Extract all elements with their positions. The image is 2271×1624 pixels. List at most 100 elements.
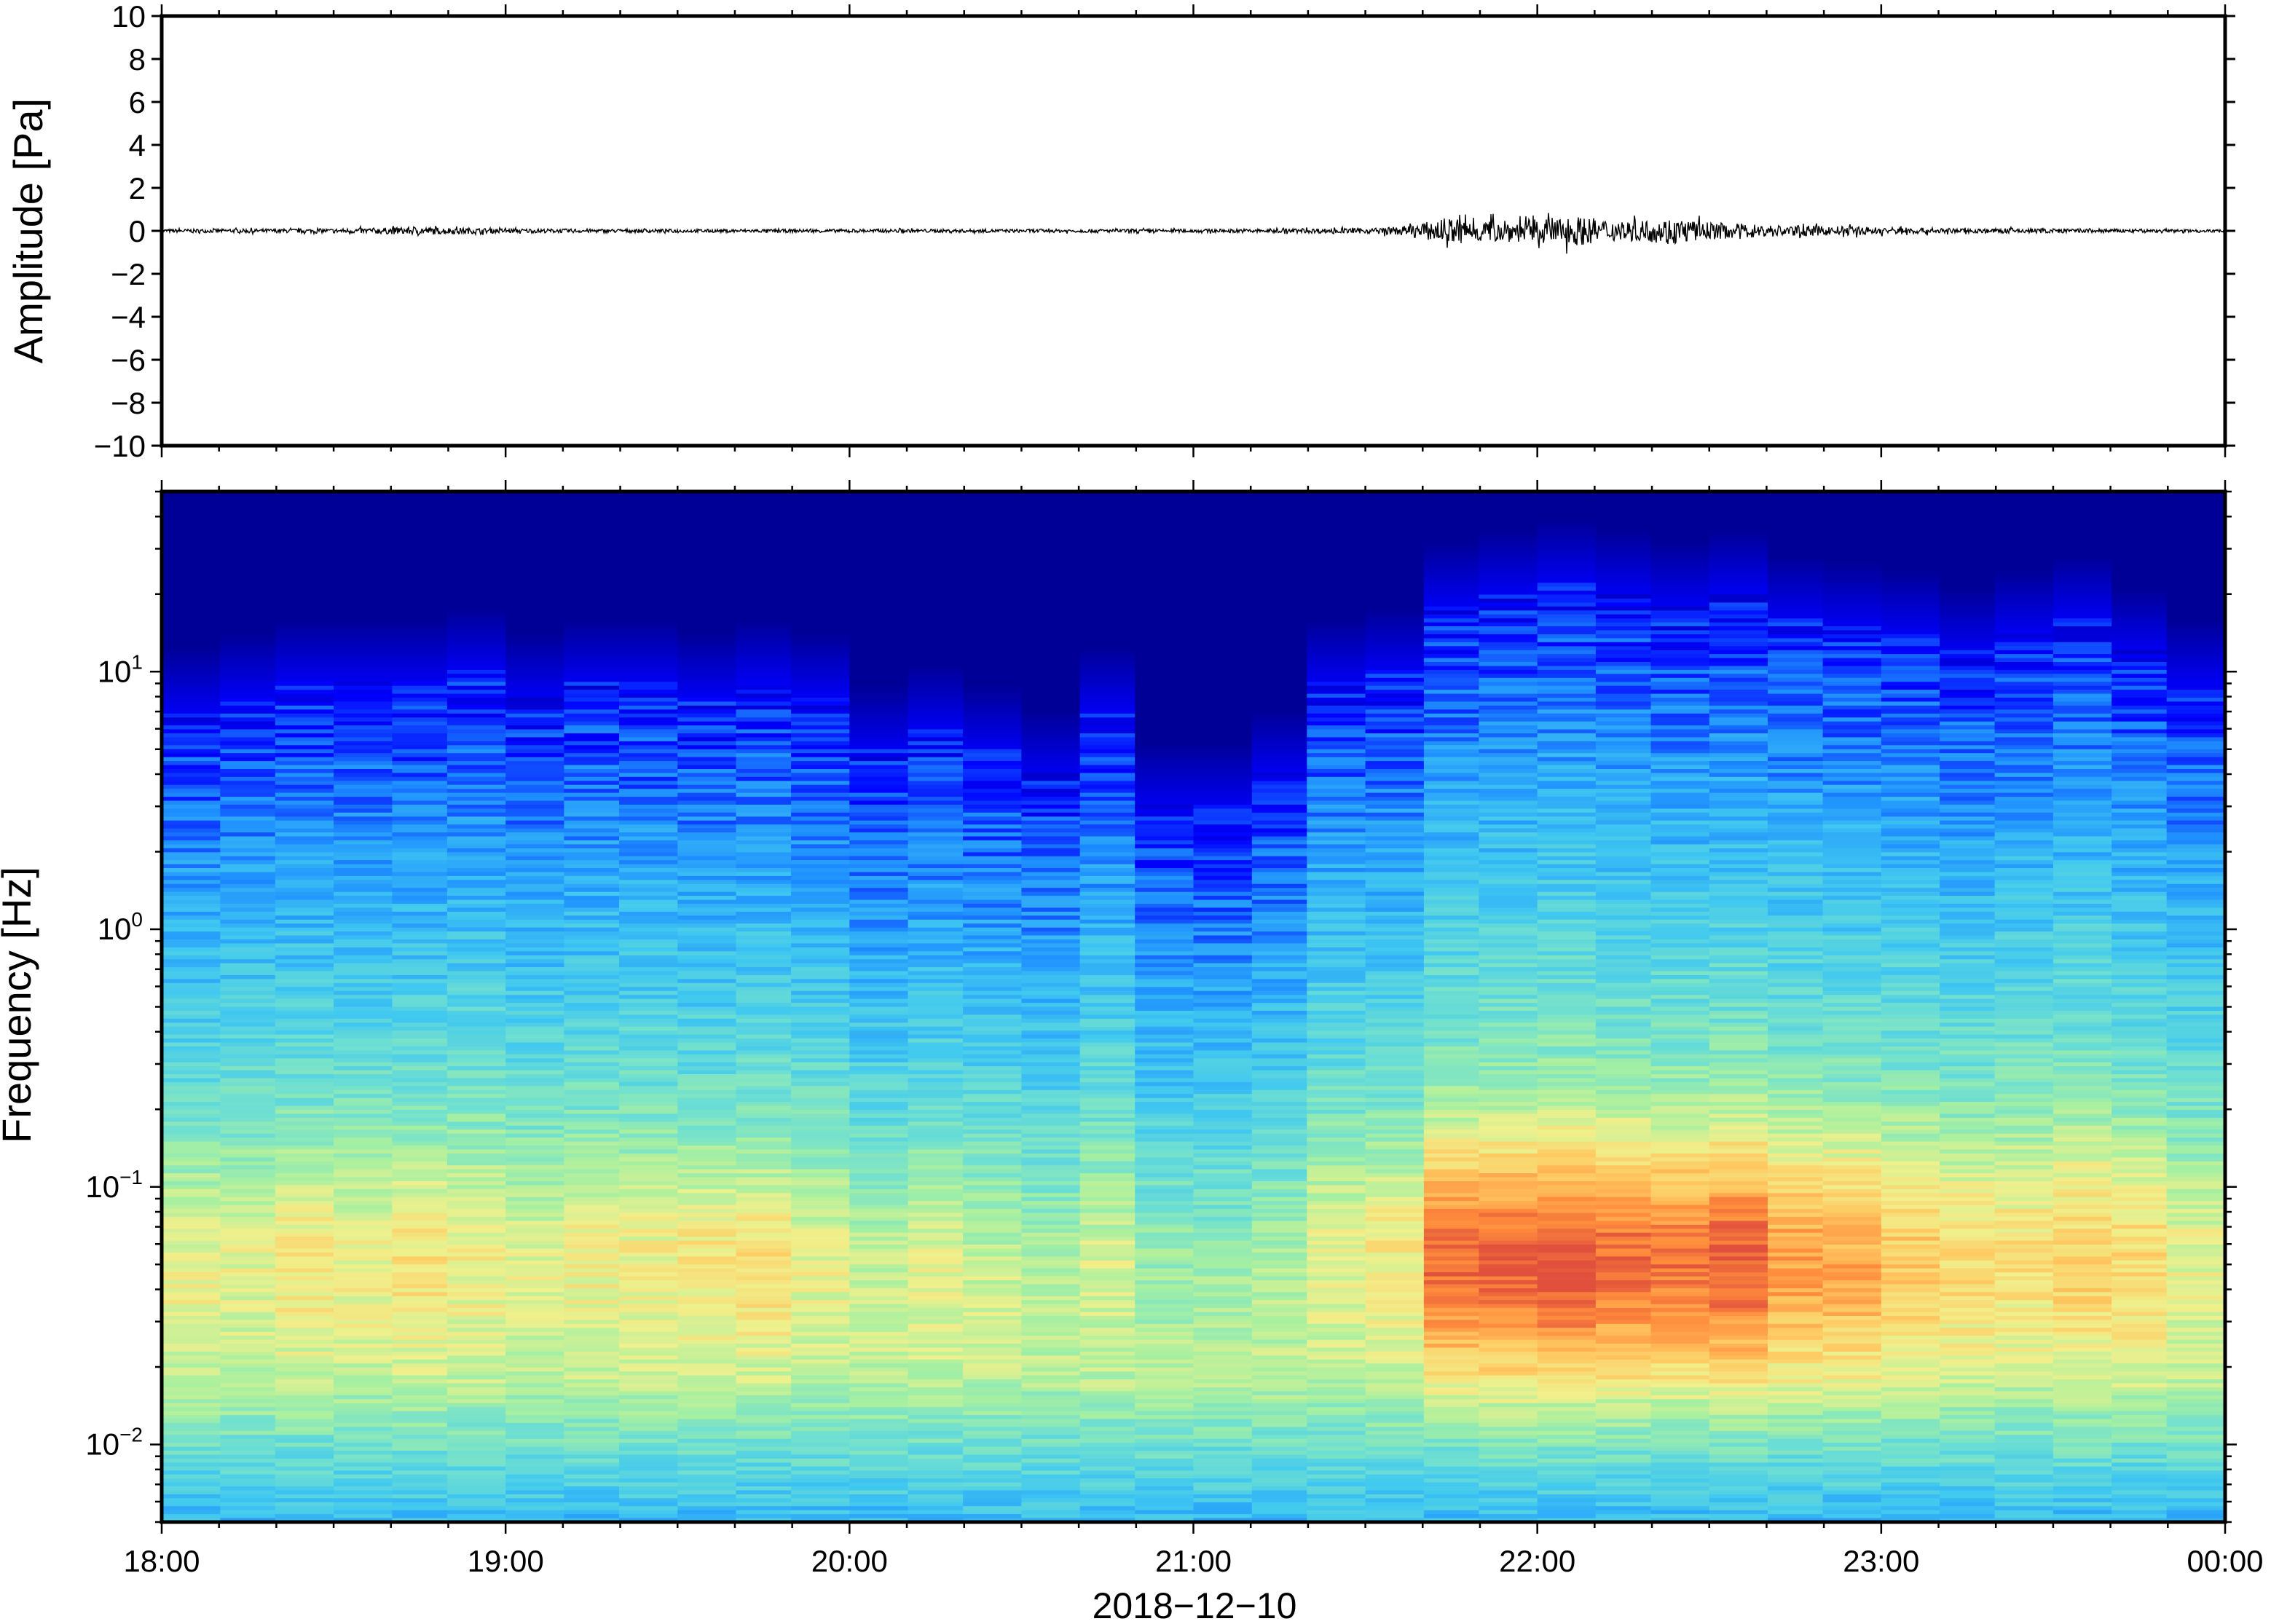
spectrogram-cell — [275, 1216, 334, 1221]
spectrogram-cell — [446, 982, 506, 988]
spectrogram-cell — [963, 1205, 1022, 1210]
spectrogram-cell — [908, 1173, 964, 1178]
spectrogram-cell — [392, 1387, 448, 1392]
spectrogram-cell — [677, 642, 737, 647]
spectrogram-cell — [677, 567, 737, 572]
spectrogram-cell — [1021, 1336, 1081, 1341]
spectrogram-cell — [162, 1130, 221, 1135]
spectrogram-cell — [220, 840, 276, 845]
spectrogram-cell — [736, 1268, 792, 1273]
spectrogram-cell — [334, 492, 393, 496]
spectrogram-cell — [505, 1300, 565, 1305]
spectrogram-cell — [275, 1510, 334, 1515]
spectrogram-cell — [275, 1359, 334, 1364]
spectrogram-cell — [1193, 1030, 1253, 1036]
spectrogram-cell — [791, 1391, 850, 1396]
spectrogram-cell — [736, 800, 792, 805]
spectrogram-cell — [1021, 1213, 1081, 1218]
spectrogram-cell — [677, 1177, 737, 1182]
spectrogram-cell — [564, 1141, 620, 1146]
spectrogram-cell — [334, 1081, 393, 1087]
spectrogram-cell — [564, 1379, 620, 1384]
spectrogram-cell — [677, 1506, 737, 1511]
spectrogram-cell — [619, 1034, 678, 1039]
spectrogram-cell — [791, 1078, 850, 1083]
spectrogram-cell — [564, 1518, 620, 1522]
spectrogram-cell — [1021, 503, 1081, 508]
spectrogram-cell — [162, 1355, 221, 1360]
spectrogram-cell — [1079, 1054, 1136, 1059]
spectrogram-cell — [564, 852, 620, 857]
spectrogram-cell — [849, 515, 909, 520]
spectrogram-cell — [963, 951, 1022, 956]
spectrogram-cell — [505, 769, 565, 773]
spectrogram-cell — [334, 880, 393, 885]
spectrogram-cell — [619, 1026, 678, 1031]
spectrogram-cell — [564, 1264, 620, 1269]
spectrogram-cell — [505, 705, 565, 710]
spectrogram-cell — [162, 1331, 221, 1336]
spectrogram-cell — [908, 1415, 964, 1420]
spectrogram-cell — [564, 669, 620, 674]
spectrogram-cell — [1135, 630, 1194, 635]
spectrogram-cell — [677, 721, 737, 726]
spectrogram-cell — [220, 931, 276, 937]
spectrogram-cell — [791, 1498, 850, 1503]
spectrogram-cell — [446, 1288, 506, 1293]
spectrogram-cell — [1135, 935, 1194, 940]
spectrogram-cell — [1021, 638, 1081, 643]
spectrogram-cell — [275, 1038, 334, 1043]
spectrogram-cell — [505, 685, 565, 690]
spectrogram-cell — [334, 995, 393, 1000]
spectrogram-cell — [446, 685, 506, 690]
spectrogram-cell — [791, 828, 850, 833]
spectrogram-cell — [1193, 1232, 1253, 1237]
spectrogram-cell — [446, 1280, 506, 1285]
spectrogram-cell — [849, 591, 909, 596]
spectrogram-cell — [220, 975, 276, 979]
spectrogram-cell — [736, 693, 792, 698]
spectrogram-cell — [162, 1339, 221, 1344]
spectrogram-cell — [564, 880, 620, 885]
spectrogram-cell — [275, 547, 334, 552]
spectrogram-cell — [334, 1336, 393, 1341]
spectrogram-cell — [275, 1161, 334, 1166]
spectrogram-cell — [564, 733, 620, 738]
spectrogram-cell — [791, 840, 850, 845]
spectrogram-cell — [564, 578, 620, 583]
spectrogram-cell — [677, 591, 737, 596]
spectrogram-cell — [446, 511, 506, 516]
spectrogram-cell — [791, 1117, 850, 1122]
spectrogram-cell — [908, 832, 964, 837]
spectrogram-cell — [791, 1395, 850, 1400]
spectrogram-cell — [849, 741, 909, 746]
spectrogram-cell — [677, 638, 737, 643]
spectrogram-cell — [446, 765, 506, 770]
spectrogram-cell — [505, 915, 565, 921]
spectrogram-cell — [1193, 1181, 1253, 1186]
spectrogram-cell — [564, 904, 620, 908]
spectrogram-cell — [1193, 515, 1253, 520]
spectrogram-cell — [1135, 1146, 1194, 1150]
spectrogram-cell — [1021, 1375, 1081, 1380]
spectrogram-cell — [392, 911, 448, 916]
spectrogram-cell — [1193, 963, 1253, 968]
spectrogram-cell — [908, 899, 964, 904]
spectrogram-cell — [505, 729, 565, 734]
spectrogram-cell — [162, 828, 221, 833]
spectrogram-cell — [1193, 1089, 1253, 1095]
spectrogram-cell — [1135, 883, 1194, 888]
spectrogram-cell — [505, 721, 565, 726]
spectrogram-cell — [505, 824, 565, 829]
spectrogram-cell — [334, 1089, 393, 1095]
spectrogram-cell — [908, 495, 964, 500]
spectrogram-cell — [677, 1141, 737, 1146]
spectrogram-cell — [1021, 1268, 1081, 1273]
spectrogram-cell — [446, 507, 506, 512]
spectrogram-cell — [1079, 511, 1136, 516]
spectrogram-cell — [446, 515, 506, 520]
spectrogram-cell — [505, 1078, 565, 1083]
spectrogram-cell — [564, 559, 620, 564]
spectrogram-cell — [791, 591, 850, 596]
spectrogram-cell — [392, 868, 448, 872]
